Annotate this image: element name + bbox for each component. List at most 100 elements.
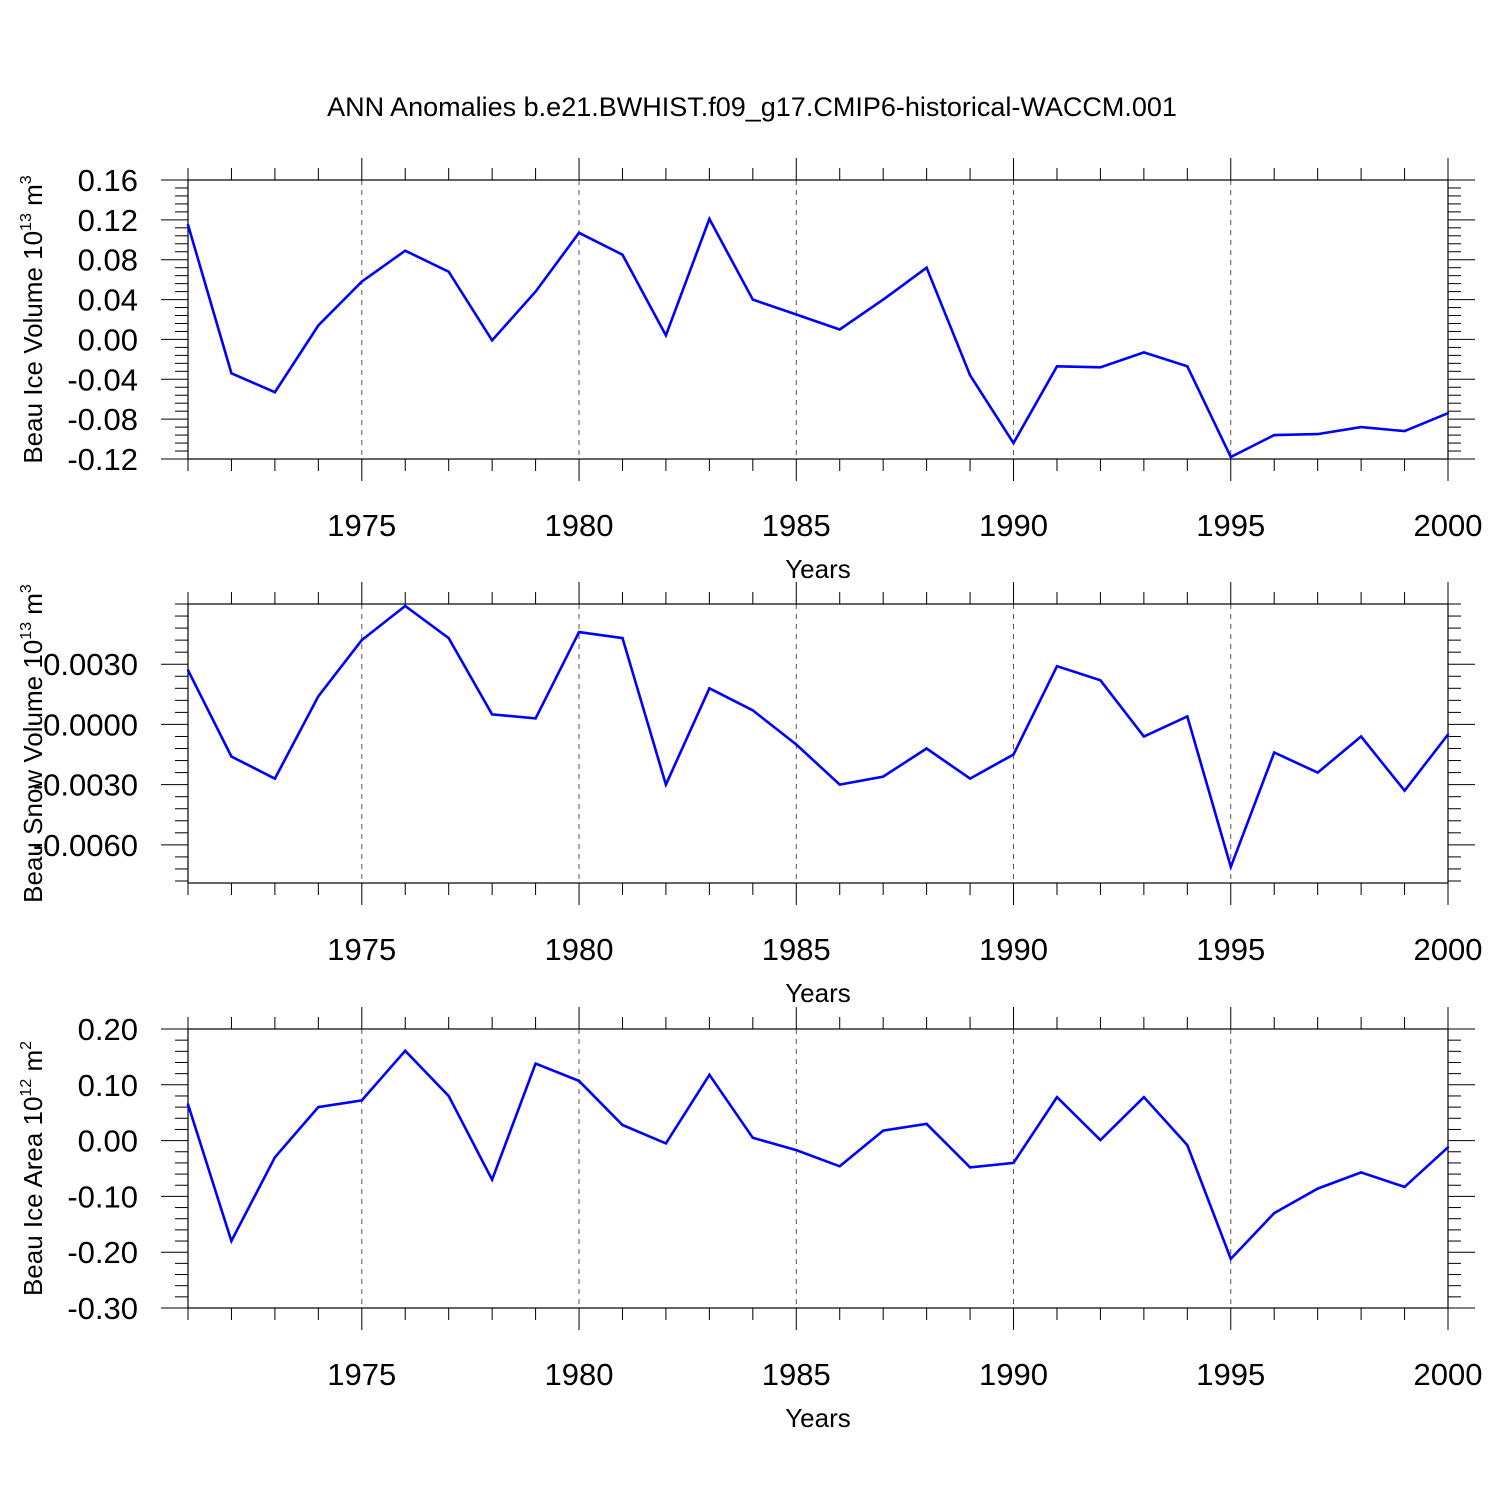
y-axis-title-exponent: 13 bbox=[18, 213, 35, 231]
data-point bbox=[360, 638, 363, 642]
data-point bbox=[1359, 1171, 1363, 1174]
data-point bbox=[708, 1073, 711, 1076]
y-tick-label: -0.30 bbox=[67, 1291, 138, 1326]
data-point bbox=[881, 775, 885, 778]
data-point bbox=[1186, 1143, 1189, 1147]
y-tick-label: 0.16 bbox=[78, 163, 138, 198]
y-tick-label: 0.20 bbox=[78, 1012, 138, 1047]
y-tick-label: 0.08 bbox=[78, 243, 138, 278]
data-point bbox=[1099, 1138, 1102, 1142]
x-tick-label: 1985 bbox=[762, 508, 831, 543]
data-point bbox=[925, 1122, 928, 1126]
data-point bbox=[1229, 865, 1232, 869]
data-point bbox=[708, 687, 711, 690]
y-tick-label: 0.0030 bbox=[43, 647, 138, 682]
data-point bbox=[1273, 751, 1276, 754]
x-axis-title: Years bbox=[785, 978, 851, 1008]
data-point bbox=[1446, 733, 1450, 736]
x-tick-label: 1975 bbox=[327, 932, 396, 967]
data-point bbox=[360, 1099, 363, 1102]
data-point bbox=[621, 1123, 624, 1127]
data-point bbox=[838, 783, 841, 786]
data-point bbox=[186, 1103, 190, 1106]
y-axis-title-unit: m bbox=[18, 184, 48, 213]
data-point bbox=[186, 669, 190, 672]
data-point bbox=[881, 1129, 885, 1132]
data-point bbox=[317, 695, 320, 698]
data-point bbox=[577, 630, 581, 634]
x-tick-label: 1980 bbox=[545, 932, 614, 967]
plot-frame bbox=[187, 603, 1449, 884]
y-tick-label: -0.0060 bbox=[33, 828, 138, 863]
data-point bbox=[447, 636, 450, 640]
data-point bbox=[1055, 365, 1059, 368]
data-point bbox=[360, 280, 363, 283]
y-axis-title-text: Beau Ice Area 10 bbox=[18, 1097, 48, 1296]
plot-frame bbox=[187, 1028, 1449, 1309]
chart-panel-3: -0.30 -0.20 -0.10 0.00 0.10 0.20 1975 1980 1985 1… bbox=[18, 1007, 1482, 1433]
y-tick-label: 0.10 bbox=[78, 1068, 138, 1103]
data-point bbox=[751, 709, 755, 712]
y-tick-label: -0.0030 bbox=[33, 768, 138, 803]
data-point bbox=[621, 253, 624, 256]
y-axis-title-exponent: 13 bbox=[18, 622, 35, 640]
x-tick-label: 2000 bbox=[1414, 1357, 1483, 1392]
x-tick-label: 1985 bbox=[762, 932, 831, 967]
y-tick-label: 0.0000 bbox=[43, 707, 138, 742]
data-point bbox=[490, 339, 494, 342]
y-tick-label: -0.08 bbox=[67, 402, 138, 437]
y-tick-label: 0.12 bbox=[78, 203, 138, 238]
data-point bbox=[404, 249, 407, 252]
x-tick-label: 1990 bbox=[979, 932, 1048, 967]
x-tick-label: 2000 bbox=[1414, 508, 1483, 543]
data-point bbox=[1055, 665, 1059, 668]
data-point bbox=[925, 747, 928, 750]
data-point bbox=[230, 372, 233, 375]
data-point bbox=[186, 223, 190, 227]
data-point bbox=[404, 604, 407, 608]
data-point bbox=[447, 270, 450, 273]
plot-frame bbox=[187, 179, 1449, 460]
chart-panel-2: -0.0060 -0.0030 0.0000 0.0030 1975 1980 1985 19… bbox=[18, 582, 1482, 1008]
x-tick-label: 1980 bbox=[545, 508, 614, 543]
y-tick-label: 0.00 bbox=[78, 322, 138, 357]
y-axis-title-exponent: 12 bbox=[18, 1079, 35, 1097]
y-tick-label: 0.00 bbox=[78, 1124, 138, 1159]
y-tick-label: -0.04 bbox=[67, 362, 138, 397]
data-point bbox=[708, 217, 711, 221]
series-line bbox=[186, 604, 1450, 872]
x-tick-label: 1980 bbox=[545, 1357, 614, 1392]
y-tick-label: -0.20 bbox=[67, 1235, 138, 1270]
series-line bbox=[186, 215, 1449, 459]
y-axis-title-unit-exponent: 3 bbox=[18, 584, 35, 593]
x-tick-label: 1995 bbox=[1196, 932, 1265, 967]
data-point bbox=[1055, 1095, 1059, 1099]
data-point bbox=[534, 290, 537, 293]
x-tick-label: 1990 bbox=[979, 1357, 1048, 1392]
data-point bbox=[751, 1136, 755, 1140]
data-point bbox=[1186, 365, 1189, 368]
data-point bbox=[273, 777, 277, 780]
x-tick-label: 1990 bbox=[979, 508, 1048, 543]
data-point bbox=[534, 1062, 537, 1065]
x-tick-label: 1975 bbox=[327, 1357, 396, 1392]
data-point bbox=[490, 713, 494, 716]
data-point bbox=[881, 298, 885, 301]
data-point bbox=[577, 1079, 581, 1083]
series-line bbox=[186, 1048, 1449, 1262]
data-point bbox=[664, 783, 668, 786]
y-axis-title: Beau Snow Volume 1013 m3 bbox=[18, 584, 48, 903]
data-point bbox=[925, 266, 928, 269]
data-point bbox=[968, 777, 972, 780]
x-tick-label: 1975 bbox=[327, 508, 396, 543]
panels: -0.12 -0.08 -0.04 0.00 0.04 0.08 0.12 0.16 1975 1… bbox=[18, 158, 1482, 1433]
data-point bbox=[1359, 425, 1363, 429]
y-axis-title-unit-exponent: 2 bbox=[18, 1041, 35, 1050]
data-point bbox=[795, 743, 798, 746]
data-point bbox=[664, 1142, 668, 1145]
data-point bbox=[1403, 789, 1406, 792]
x-tick-label: 1985 bbox=[762, 1357, 831, 1392]
data-point bbox=[273, 391, 277, 394]
data-point bbox=[1099, 679, 1102, 682]
